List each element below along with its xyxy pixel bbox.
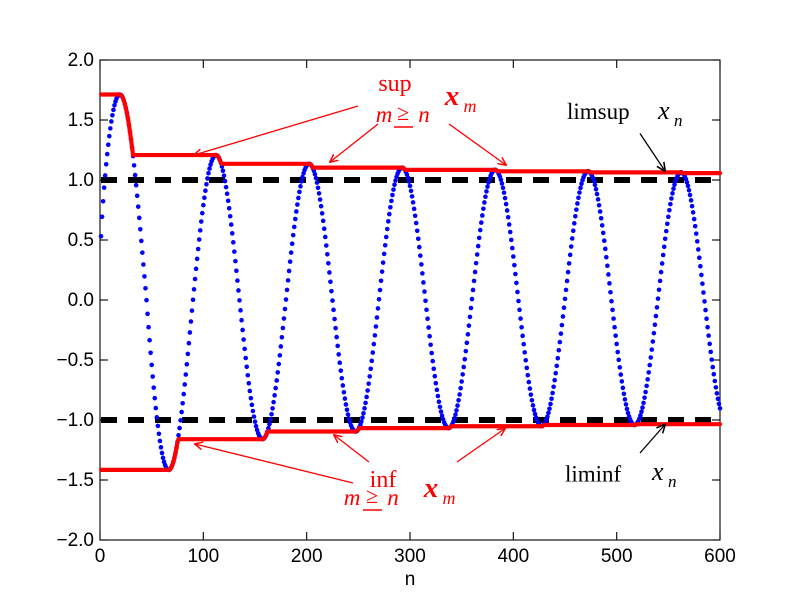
- svg-text:0: 0: [95, 546, 106, 567]
- svg-text:−0.5: −0.5: [56, 350, 94, 371]
- svg-text:≥: ≥: [366, 483, 378, 508]
- svg-text:n: n: [668, 472, 677, 491]
- svg-text:300: 300: [394, 546, 426, 567]
- svg-text:100: 100: [187, 546, 219, 567]
- svg-text:n: n: [405, 569, 416, 590]
- svg-text:m: m: [344, 485, 361, 510]
- svg-text:x: x: [423, 472, 439, 504]
- svg-text:n: n: [418, 102, 430, 127]
- svg-text:x: x: [657, 96, 670, 125]
- svg-text:−2.0: −2.0: [56, 530, 94, 551]
- svg-text:x: x: [444, 80, 460, 112]
- svg-text:200: 200: [291, 546, 323, 567]
- svg-text:m: m: [443, 488, 456, 508]
- svg-text:500: 500: [601, 546, 633, 567]
- svg-text:n: n: [387, 485, 399, 510]
- svg-text:0.5: 0.5: [68, 230, 94, 251]
- svg-text:−1.5: −1.5: [56, 470, 94, 491]
- svg-text:400: 400: [497, 546, 529, 567]
- svg-text:m: m: [464, 96, 477, 116]
- svg-text:1.5: 1.5: [68, 110, 94, 131]
- svg-text:≥: ≥: [397, 100, 409, 125]
- svg-text:1.0: 1.0: [68, 170, 94, 191]
- svg-text:m: m: [376, 102, 393, 127]
- svg-text:n: n: [674, 111, 683, 130]
- svg-text:liminf: liminf: [565, 462, 622, 487]
- svg-text:−1.0: −1.0: [56, 410, 94, 431]
- svg-text:x: x: [651, 457, 664, 486]
- svg-text:limsup: limsup: [567, 99, 630, 124]
- svg-text:600: 600: [704, 546, 736, 567]
- svg-text:0.0: 0.0: [68, 290, 94, 311]
- svg-text:2.0: 2.0: [68, 50, 94, 71]
- svg-text:sup: sup: [378, 71, 411, 97]
